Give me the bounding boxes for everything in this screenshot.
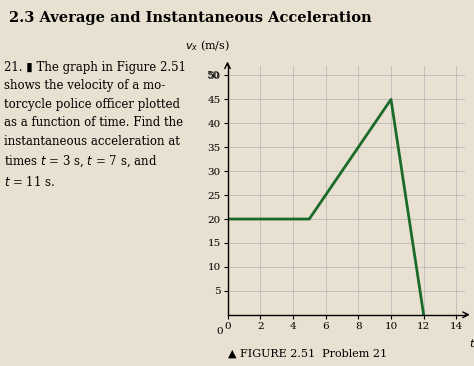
Text: $t$ (s): $t$ (s)	[469, 336, 474, 351]
Text: 0: 0	[216, 327, 223, 336]
X-axis label: $t$ (s): $t$ (s)	[0, 365, 1, 366]
Text: 2.3 Average and Instantaneous Acceleration: 2.3 Average and Instantaneous Accelerati…	[9, 11, 372, 25]
Y-axis label: $v_x$ (m/s): $v_x$ (m/s)	[185, 39, 230, 53]
Text: 50: 50	[206, 71, 219, 80]
Text: ▲ FIGURE 2.51  Problem 21: ▲ FIGURE 2.51 Problem 21	[228, 349, 387, 359]
Text: 21. ▮ The graph in Figure 2.51
shows the velocity of a mo-
torcycle police offic: 21. ▮ The graph in Figure 2.51 shows the…	[4, 61, 186, 190]
